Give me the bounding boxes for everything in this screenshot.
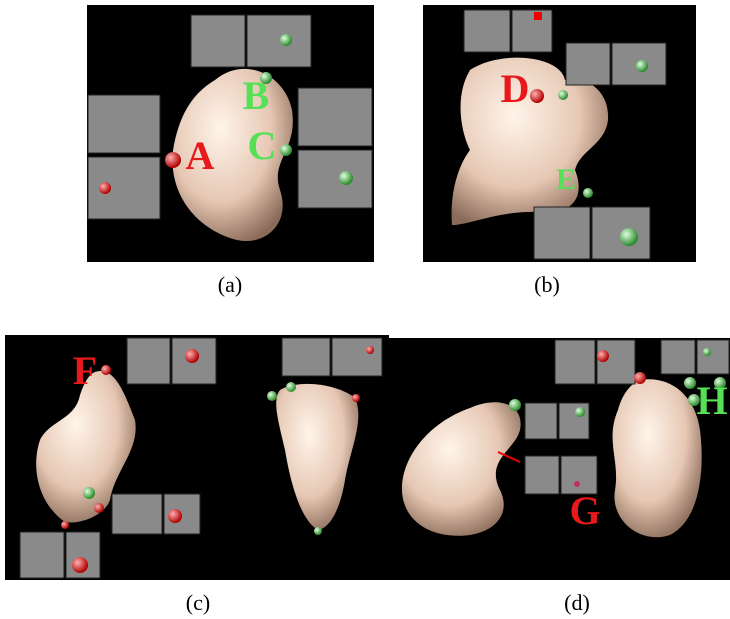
thumbnail [555,340,595,384]
thumbnail [464,10,510,52]
label: E [556,163,576,196]
thumbnail [298,150,372,208]
thumbnail [282,338,330,376]
thumbnail [112,494,162,534]
thumbnail [597,340,635,384]
thumbnail [534,207,590,259]
caption: (a) [218,272,242,297]
panel-c: F (c) [5,335,389,615]
caption: (b) [534,272,560,297]
thumbnail [191,15,245,67]
label: D [501,66,530,111]
thumbnail [525,403,557,439]
thumbnail [127,338,170,384]
panel-a: A B C (a) [87,5,374,297]
thumbnail [661,340,695,374]
thumbnail [247,15,311,67]
panel-d: G H (d) [389,338,730,615]
thumbnail [88,157,160,219]
label: H [696,378,727,423]
thumbnail [298,88,372,146]
label: A [186,133,215,178]
label: F [73,348,97,393]
thumbnail [525,456,559,494]
thumbnail [566,43,610,85]
thumbnail [332,338,382,376]
label: C [248,123,277,168]
thumbnail [559,403,589,439]
thumbnail [20,532,64,578]
thumbnail [697,340,729,374]
thumbnail [88,95,160,153]
label: B [243,73,270,118]
caption: (c) [186,590,210,615]
thumbnail [512,10,552,52]
organ [613,379,702,537]
panel-b: D E (b) [423,5,696,297]
figure: A B C (a) D E (b) F (c) [0,0,730,619]
label: G [569,488,600,533]
caption: (d) [564,590,590,615]
